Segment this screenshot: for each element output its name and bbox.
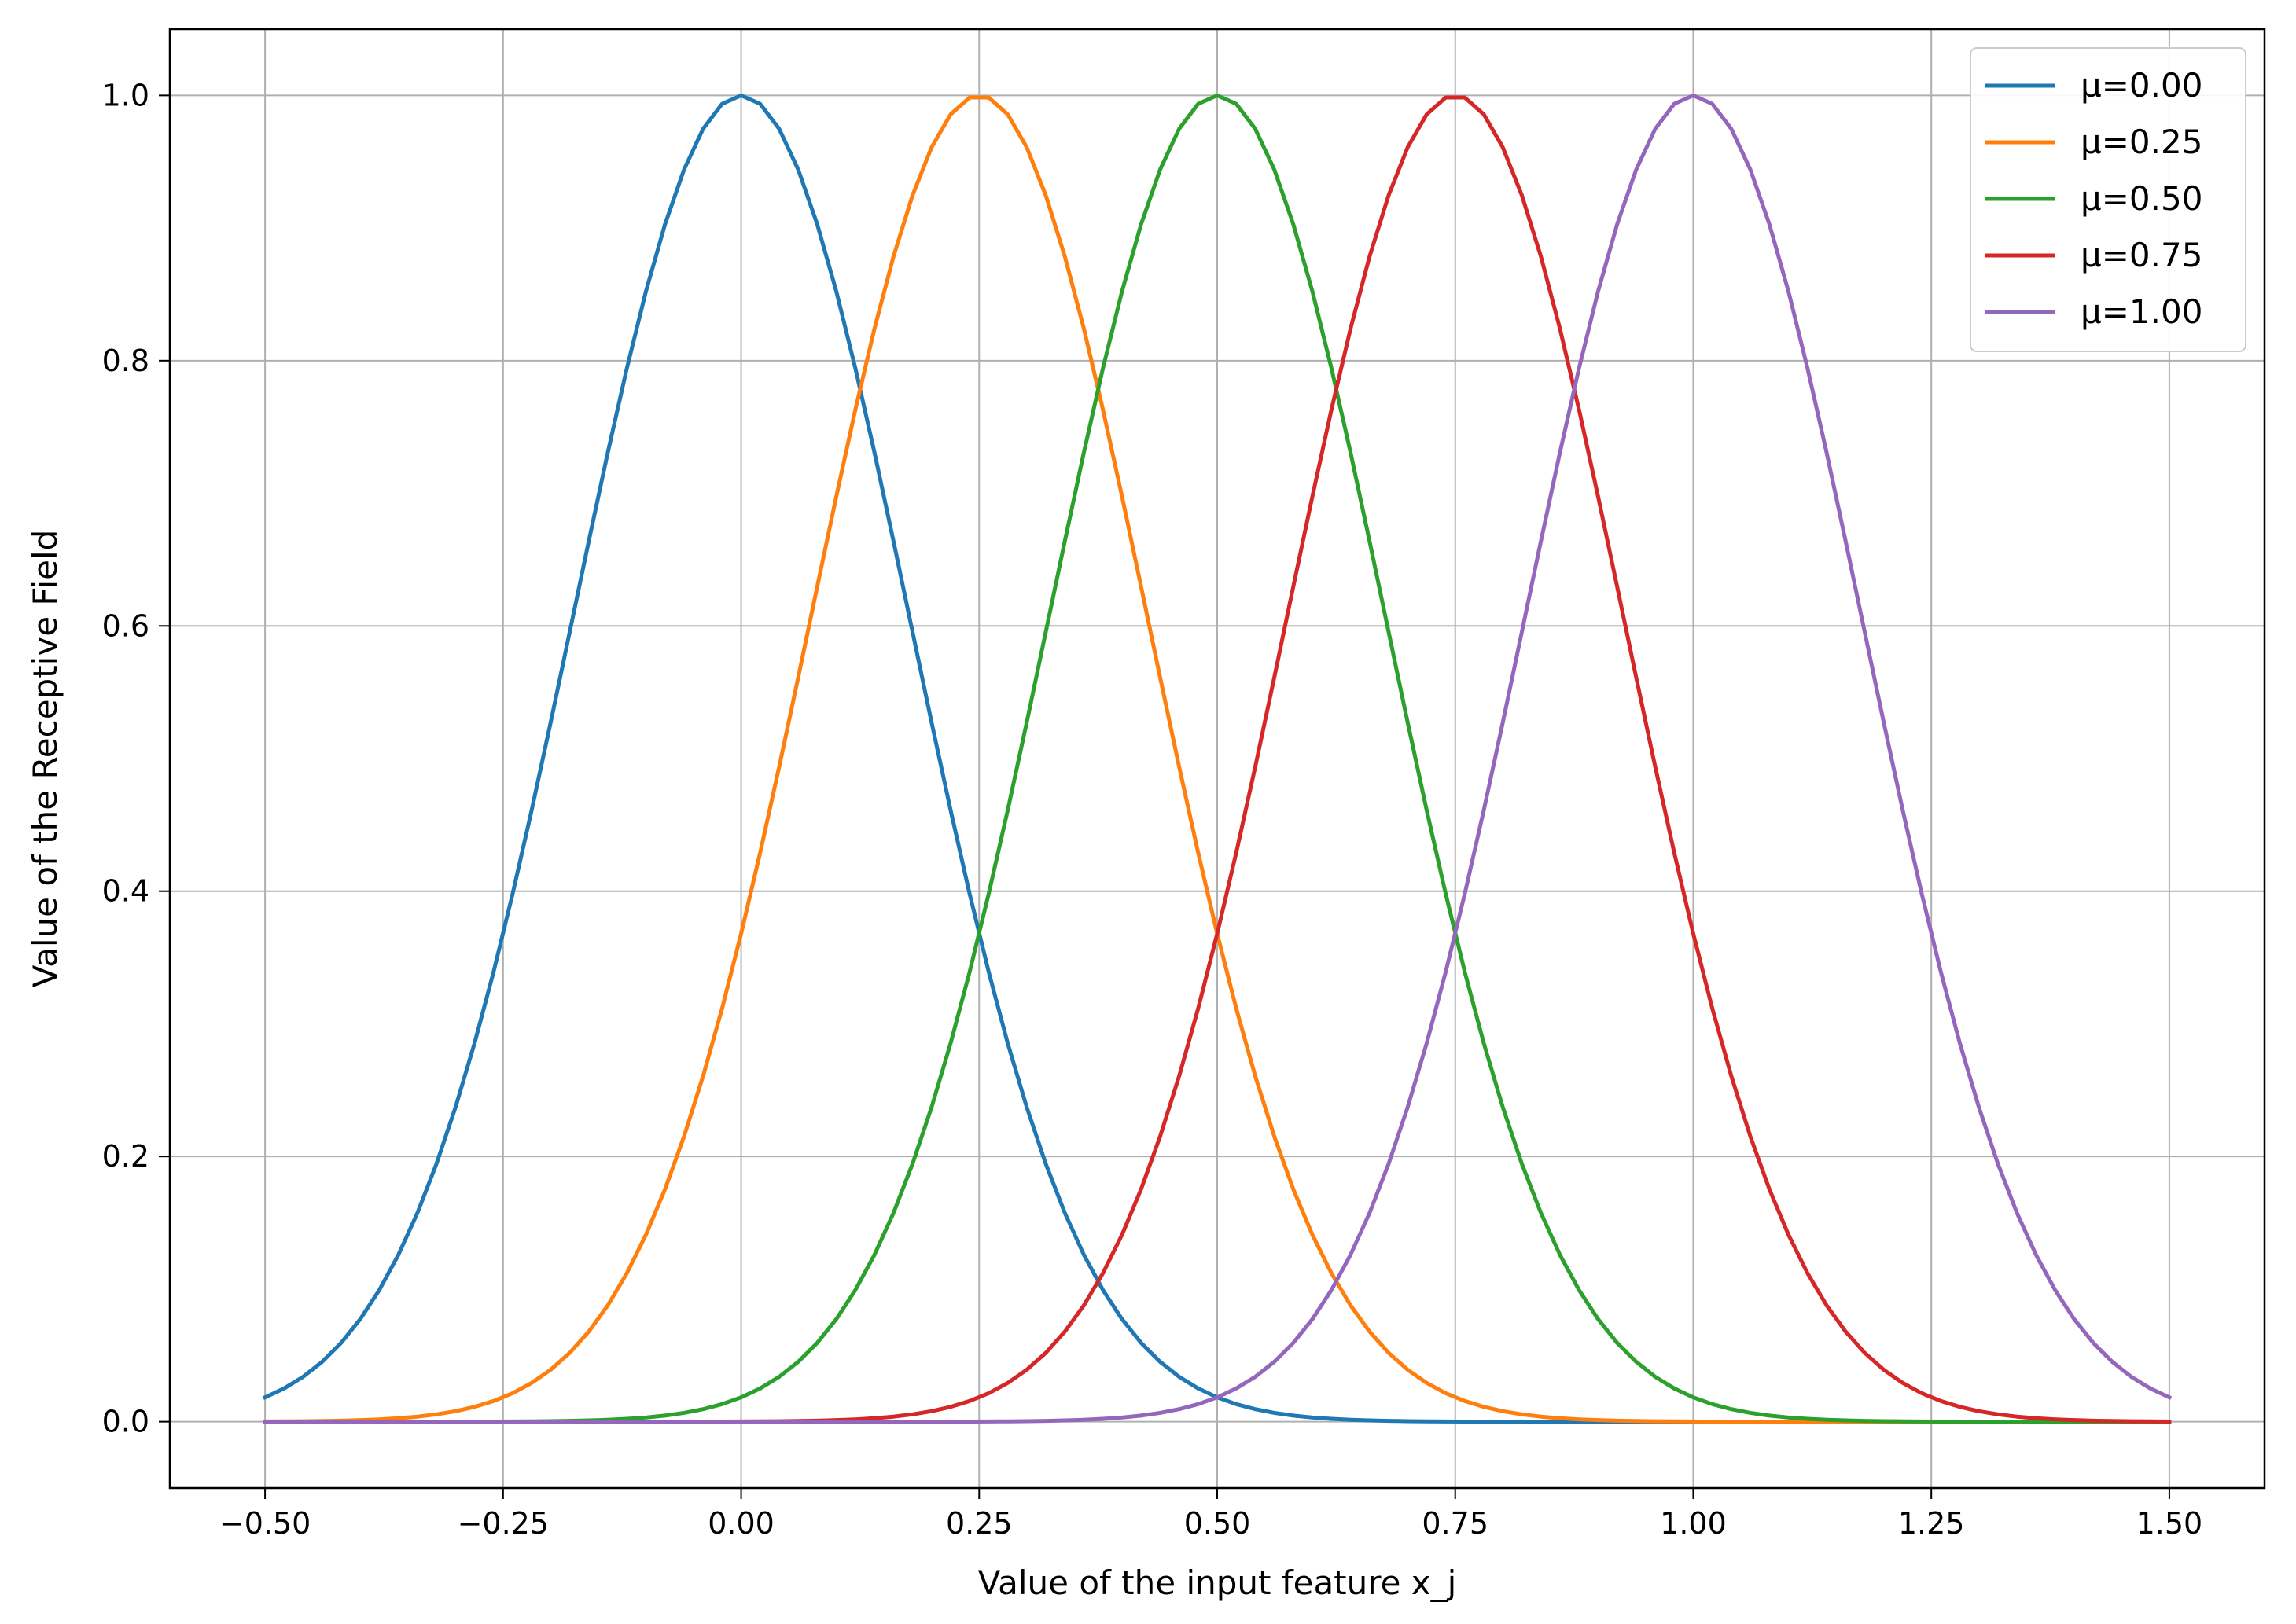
y-axis-label: Value of the Receptive Field [26,530,64,988]
series-line-4 [263,93,2173,1424]
legend-label-0: μ=0.00 [2081,66,2202,105]
y-tick-label: 0.8 [102,344,149,378]
x-tick-label: −0.50 [219,1506,311,1541]
legend: μ=0.00 μ=0.25 μ=0.50 μ=0.75 μ=1.00 [1970,47,2246,352]
x-tick-label: −0.25 [458,1506,549,1541]
x-tick-label: 0.00 [708,1506,775,1541]
y-tick-label: 0.4 [102,874,149,909]
series-lines [262,93,2173,1424]
x-axis-ticks: −0.50 −0.25 0.00 0.25 0.50 0.75 1.00 1.25 1.50 [219,1488,2202,1541]
y-tick-label: 0.6 [102,608,149,643]
x-tick-label: 1.50 [2136,1506,2203,1541]
x-tick-label: 0.75 [1422,1506,1488,1541]
legend-box [1970,47,2246,352]
grid-lines [170,29,2265,1488]
x-tick-label: 0.25 [946,1506,1013,1541]
y-tick-label: 0.0 [102,1405,149,1439]
y-axis-ticks: 0.0 0.2 0.4 0.6 0.8 1.0 [102,78,170,1439]
x-tick-label: 0.50 [1184,1506,1251,1541]
legend-label-1: μ=0.25 [2081,123,2202,161]
legend-label-3: μ=0.75 [2081,236,2202,274]
x-tick-label: 1.00 [1660,1506,1727,1541]
legend-label-2: μ=0.50 [2081,179,2202,218]
y-tick-label: 0.2 [102,1139,149,1174]
legend-label-4: μ=1.00 [2081,292,2202,331]
y-tick-label: 1.0 [102,78,149,112]
x-axis-label: Value of the input feature x_j [978,1563,1457,1602]
x-tick-label: 1.25 [1898,1506,1965,1541]
